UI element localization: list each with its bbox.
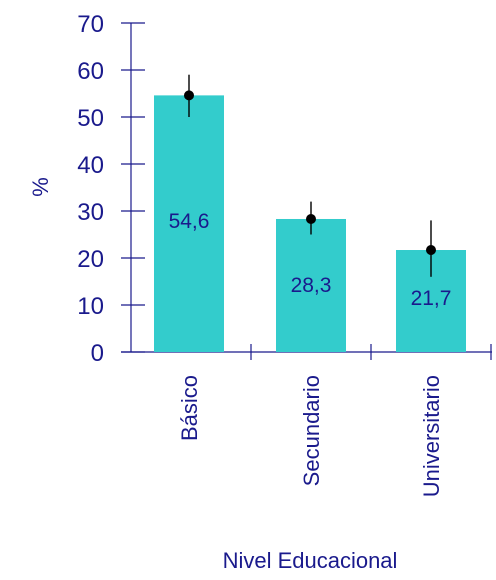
error-point-1	[306, 213, 316, 224]
x-tick-label-2: Universitario	[419, 375, 444, 497]
bar-value-label-0: 54,6	[169, 210, 210, 233]
bar-value-label-2: 21,7	[411, 287, 452, 310]
y-tick-label-20: 20	[77, 246, 104, 273]
labels: 0 10 20 30 40 50 60 70 54,6 Básico 28,3 Secundario 2…	[77, 11, 451, 497]
y-tick-label-30: 30	[77, 199, 104, 226]
y-tick-label-0: 0	[91, 340, 104, 367]
error-bars	[184, 74, 436, 277]
bar-0	[154, 95, 224, 352]
y-tick-label-50: 50	[77, 105, 104, 132]
error-point-2	[426, 245, 436, 256]
x-tick-label-1: Secundario	[299, 375, 324, 486]
y-axis-title: %	[28, 177, 53, 197]
x-tick-label-0: Básico	[177, 375, 202, 441]
x-axis-title: Nivel Educacional	[223, 548, 398, 573]
bar-value-label-1: 28,3	[291, 274, 332, 297]
error-point-0	[184, 90, 194, 101]
y-tick-label-70: 70	[77, 11, 104, 38]
y-tick-label-10: 10	[77, 293, 104, 320]
bar-1	[276, 218, 346, 352]
y-tick-label-40: 40	[77, 152, 104, 179]
y-tick-label-60: 60	[77, 58, 104, 85]
